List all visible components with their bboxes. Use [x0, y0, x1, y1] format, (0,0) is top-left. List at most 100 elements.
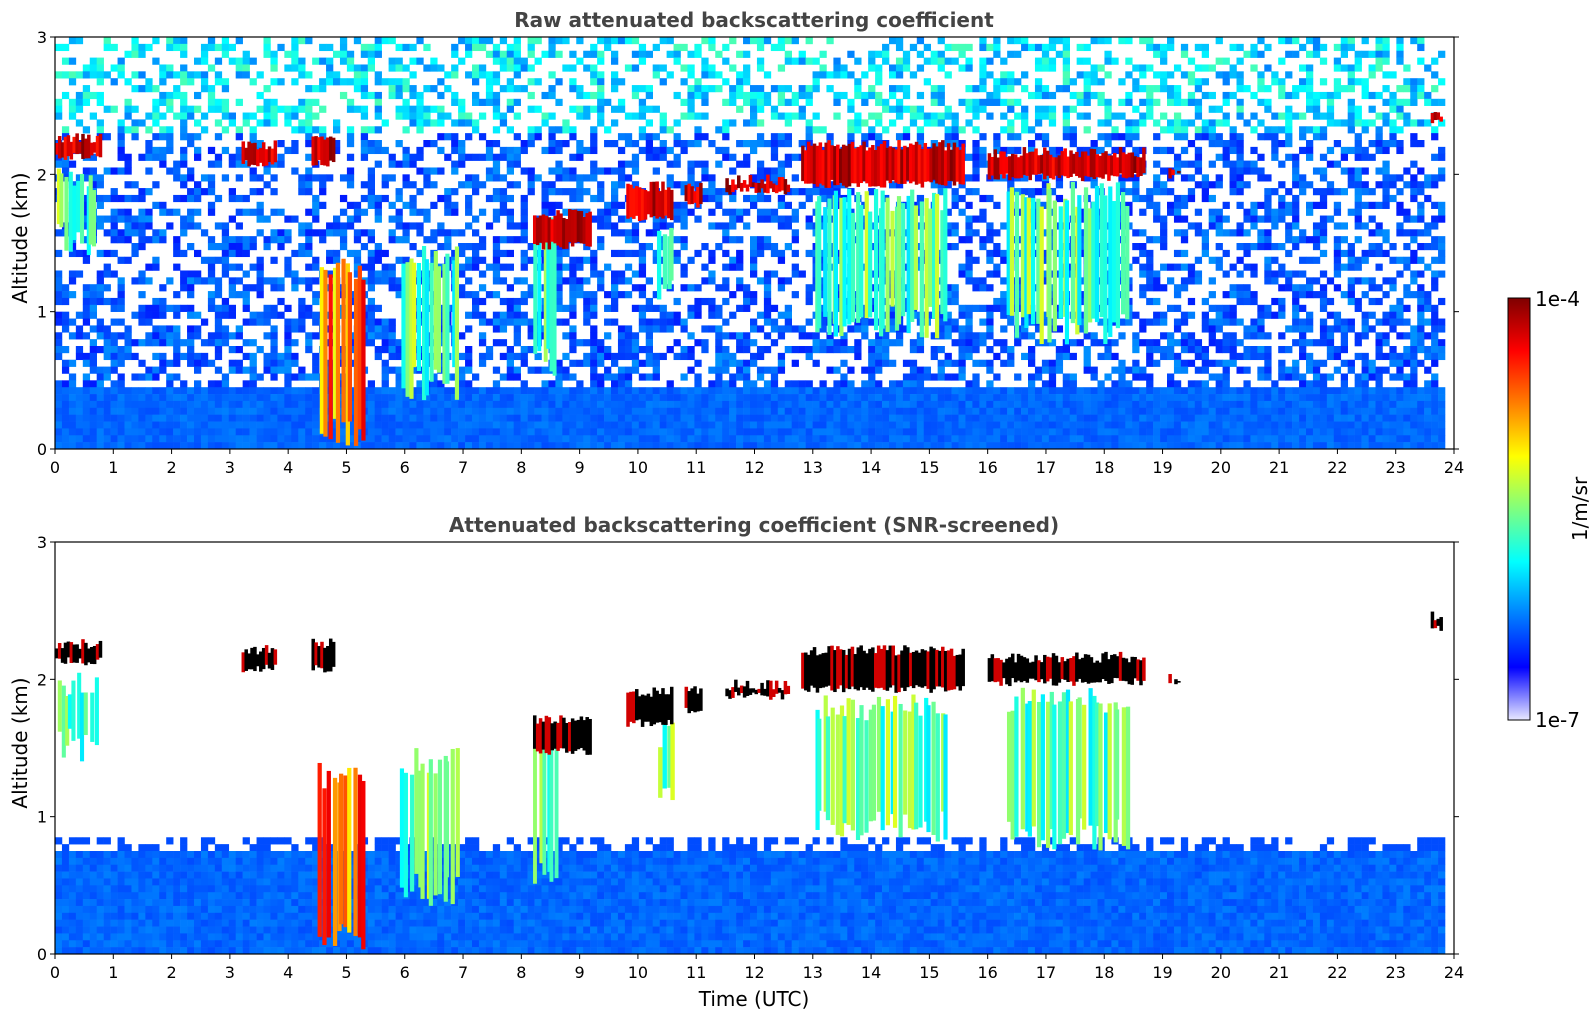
heatmap-cell	[951, 194, 959, 203]
heatmap-cell	[465, 421, 473, 429]
heatmap-cell	[548, 387, 556, 395]
heatmap-cell	[82, 435, 91, 443]
heatmap-cell	[291, 407, 299, 415]
heatmap-cell	[1021, 71, 1029, 79]
heatmap-cell	[458, 105, 466, 113]
heatmap-cell	[784, 153, 792, 161]
heatmap-cell	[791, 400, 799, 409]
heatmap-cell	[791, 112, 799, 120]
heatmap-cell	[367, 91, 375, 100]
heatmap-cell	[972, 153, 980, 161]
heatmap-cell	[465, 119, 473, 127]
heatmap-cell	[200, 339, 209, 347]
heatmap-cell	[555, 126, 563, 134]
heatmap-cell	[61, 133, 70, 141]
heatmap-cell	[152, 153, 160, 161]
heatmap-cell	[485, 91, 494, 100]
heatmap-cell	[1090, 428, 1098, 436]
heatmap-cell	[1083, 407, 1091, 415]
heatmap-cell	[1034, 43, 1043, 52]
heatmap-cell	[854, 442, 862, 450]
heatmap-cell	[812, 400, 820, 409]
heatmap-cell	[854, 325, 862, 333]
heatmap-cell	[55, 105, 63, 113]
heatmap-cell	[1048, 188, 1057, 196]
heatmap-cell	[805, 37, 813, 45]
heatmap-cell	[131, 442, 139, 450]
heatmap-cell	[604, 421, 612, 429]
heatmap-cell	[367, 318, 375, 326]
heatmap-cell	[784, 387, 792, 395]
heatmap-cell	[173, 91, 181, 100]
heatmap-cell	[617, 37, 626, 45]
heatmap-cell	[194, 222, 202, 230]
heatmap-cell	[1014, 37, 1022, 45]
heatmap-cell	[444, 188, 452, 196]
heatmap-cell	[645, 400, 653, 409]
heatmap-cell	[110, 352, 118, 361]
heatmap-cell	[173, 37, 181, 45]
heatmap-cell	[631, 442, 640, 450]
heatmap-cell	[611, 394, 619, 402]
heatmap-cell	[326, 57, 334, 65]
heatmap-cell	[923, 43, 931, 52]
heatmap-cell	[173, 174, 181, 182]
heatmap-cell	[159, 146, 167, 155]
heatmap-cell	[534, 421, 542, 429]
heatmap-cell	[854, 394, 862, 402]
heatmap-cell	[694, 85, 702, 93]
heatmap-cell	[791, 387, 799, 395]
heatmap-cell	[492, 208, 501, 216]
heatmap-cell	[110, 229, 118, 237]
heatmap-cell	[631, 249, 640, 258]
heatmap-cell	[506, 442, 514, 450]
heatmap-cell	[207, 277, 216, 285]
heatmap-cell	[402, 78, 410, 86]
heatmap-cell	[1028, 126, 1036, 134]
heatmap-cell	[166, 332, 174, 340]
heatmap-cell	[499, 174, 508, 182]
heatmap-cell	[200, 229, 209, 237]
heatmap-cell	[402, 160, 410, 168]
heatmap-cell	[298, 277, 306, 285]
heatmap-cell	[701, 64, 709, 72]
heatmap-cell	[152, 394, 160, 402]
heatmap-cell	[854, 126, 862, 134]
heatmap-cell	[124, 222, 132, 230]
heatmap-cell	[1083, 78, 1091, 86]
heatmap-cell	[979, 284, 987, 292]
heatmap-cell	[548, 71, 556, 79]
heatmap-cell	[1021, 428, 1029, 436]
heatmap-cell	[1000, 277, 1008, 285]
heatmap-cell	[374, 112, 382, 120]
heatmap-cell	[756, 311, 765, 319]
heatmap-cell	[242, 71, 250, 79]
heatmap-cell	[805, 291, 813, 299]
heatmap-cell	[1062, 414, 1070, 422]
heatmap-cell	[402, 201, 410, 209]
heatmap-cell	[1014, 133, 1022, 141]
heatmap-cell	[96, 387, 104, 395]
heatmap-cell	[472, 43, 480, 52]
heatmap-cell	[346, 133, 355, 141]
heatmap-cell	[715, 50, 723, 58]
heatmap-cell	[743, 414, 751, 422]
heatmap-cell	[687, 400, 695, 409]
heatmap-cell	[117, 133, 125, 141]
heatmap-cell	[673, 387, 681, 395]
heatmap-cell	[1048, 435, 1057, 443]
heatmap-cell	[291, 270, 299, 278]
heatmap-cell	[353, 236, 362, 244]
heatmap-cell	[124, 78, 132, 86]
heatmap-cell	[861, 435, 869, 443]
heatmap-cell	[958, 50, 966, 58]
heatmap-cell	[736, 435, 744, 443]
heatmap-cell	[451, 50, 459, 58]
heatmap-cell	[1000, 71, 1008, 79]
heatmap-cell	[555, 201, 563, 209]
heatmap-cell	[207, 263, 216, 271]
heatmap-cell	[277, 105, 285, 113]
heatmap-cell	[868, 126, 876, 134]
heatmap-cell	[506, 236, 514, 244]
heatmap-cell	[402, 105, 410, 113]
